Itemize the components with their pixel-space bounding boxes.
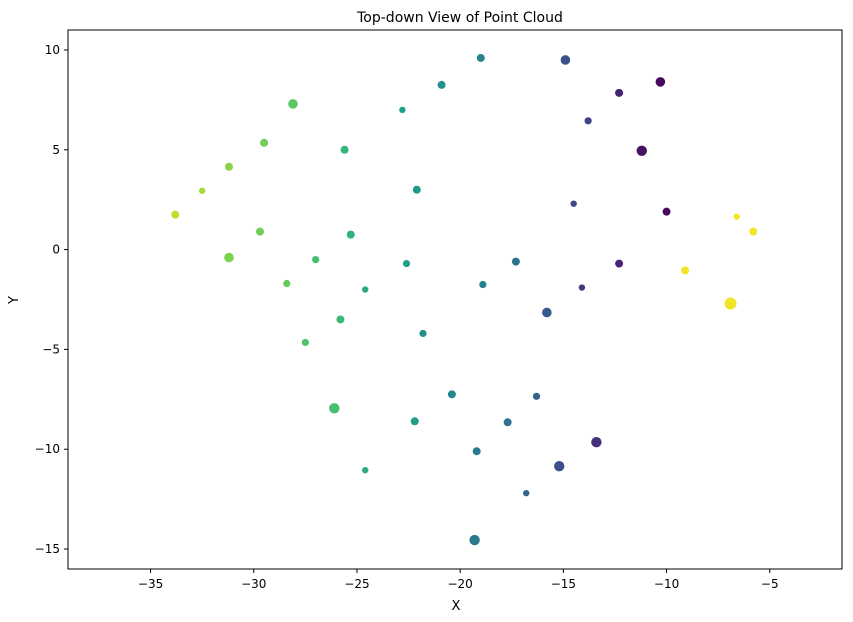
data-point <box>469 534 480 546</box>
data-point <box>447 390 456 399</box>
data-point <box>255 227 264 236</box>
data-point <box>511 257 520 266</box>
data-point <box>591 437 602 448</box>
y-tick-label: 10 <box>45 43 60 57</box>
data-point <box>570 200 577 207</box>
chart-title: Top-down View of Point Cloud <box>356 10 563 26</box>
data-point <box>336 315 345 324</box>
data-point <box>662 207 671 216</box>
data-point <box>301 338 309 347</box>
y-tick-label: 0 <box>52 243 60 257</box>
data-point <box>523 489 530 497</box>
x-tick-label: −5 <box>761 577 779 591</box>
data-point <box>560 55 571 65</box>
data-point <box>329 403 340 414</box>
y-tick-label: −5 <box>42 342 60 356</box>
x-tick-label: −10 <box>654 577 679 591</box>
y-tick-label: −15 <box>35 542 60 556</box>
data-point <box>346 230 355 239</box>
x-axis-label: X <box>452 599 461 614</box>
data-point <box>362 286 369 293</box>
x-tick-label: −30 <box>241 577 266 591</box>
data-point <box>410 417 419 426</box>
data-point <box>578 284 586 291</box>
plot-frame <box>67 29 843 570</box>
data-point <box>399 106 406 114</box>
data-point <box>362 466 369 474</box>
x-tick-label: −15 <box>551 577 576 591</box>
data-point <box>636 145 647 156</box>
data-point <box>437 80 446 89</box>
x-tick-label: −20 <box>447 577 472 591</box>
data-point <box>724 297 737 310</box>
data-point <box>283 279 291 288</box>
data-point <box>312 255 320 264</box>
data-point <box>542 307 552 318</box>
points-layer <box>171 53 758 546</box>
data-point <box>288 99 298 109</box>
data-point <box>615 88 624 97</box>
data-point <box>532 392 541 400</box>
data-point <box>749 227 758 236</box>
data-point <box>655 77 666 87</box>
data-point <box>419 329 427 338</box>
data-point <box>412 185 421 194</box>
data-point <box>615 259 624 268</box>
x-axis: −35 −30 −25 −20 −15 −10 −5 <box>138 569 779 591</box>
y-tick-label: 5 <box>52 143 60 157</box>
data-point <box>584 117 592 125</box>
y-axis-label: Y <box>7 296 22 305</box>
data-point <box>472 447 481 456</box>
data-point <box>503 418 512 427</box>
data-point <box>224 162 233 171</box>
data-point <box>260 138 269 147</box>
data-point <box>340 145 349 154</box>
data-point <box>479 280 487 289</box>
x-tick-label: −35 <box>138 577 163 591</box>
data-point <box>733 213 740 220</box>
data-point <box>198 187 206 194</box>
data-point <box>681 266 690 275</box>
data-point <box>171 210 180 219</box>
data-point <box>554 460 565 472</box>
data-point <box>224 252 234 263</box>
data-point <box>402 259 411 268</box>
data-point <box>476 53 485 62</box>
y-tick-label: −10 <box>35 442 60 456</box>
y-axis: −15 −10 −5 0 5 10 <box>35 43 68 556</box>
x-tick-label: −25 <box>344 577 369 591</box>
